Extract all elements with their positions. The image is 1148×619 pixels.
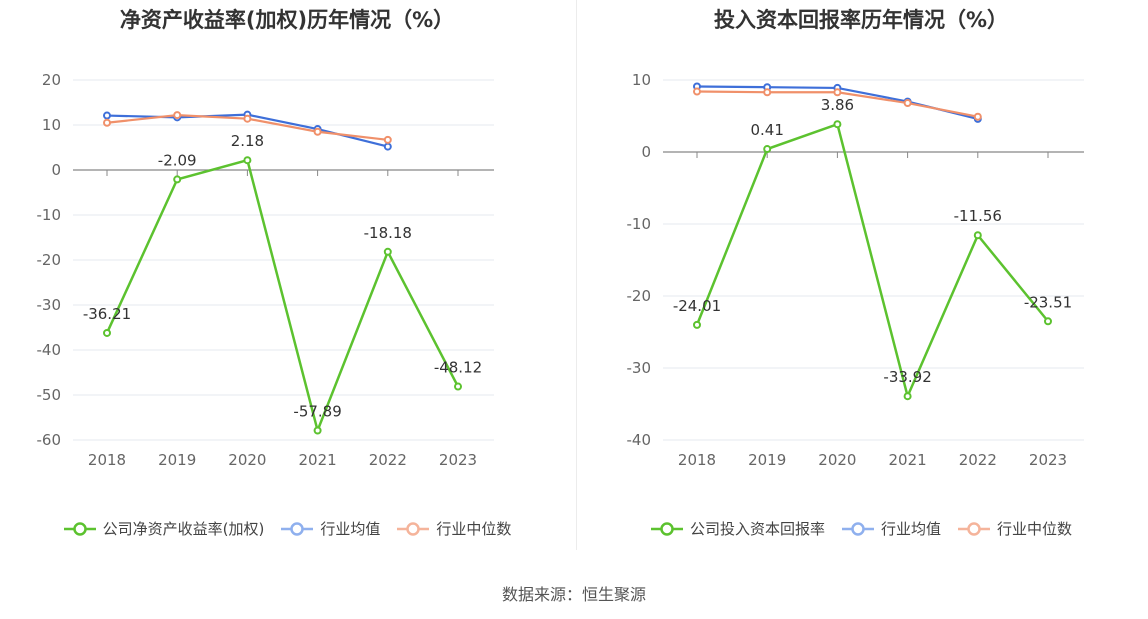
data-label: 0.41 [750,121,783,139]
data-point-median[interactable] [313,127,322,136]
data-label: -48.12 [434,359,482,377]
y-tick-label: 20 [42,71,61,89]
data-label: -11.56 [954,207,1002,225]
legend-item-average[interactable]: 行业均值 [841,518,941,539]
data-point-company[interactable] [383,247,392,256]
legend-label: 行业均值 [320,520,381,538]
y-tick-label: -10 [37,206,62,224]
roe-line-chart: 20 10 0 -10 -20 -30 -40 -50 -60 2018 2019 2020 2021 2… [37,71,494,469]
data-point-company[interactable] [454,382,462,391]
data-point-average[interactable] [383,142,392,151]
x-tick-label: 2019 [158,451,196,469]
legend-line-marker-icon [650,521,683,536]
legend-line-marker-icon [281,521,314,536]
data-point-median[interactable] [763,88,772,97]
legend-label: 行业中位数 [436,520,512,538]
y-tick-label: 10 [632,71,651,89]
data-source: 数据来源：恒生聚源 [501,585,646,604]
legend-line-marker-icon [63,521,96,536]
data-point-company[interactable] [903,392,912,401]
data-point-median[interactable] [103,118,111,127]
x-tick-label: 2021 [299,451,337,469]
legend: 公司净资产收益率(加权) 行业均值 行业中位数 [0,518,574,539]
data-point-company[interactable] [833,120,842,129]
y-tick-label: -60 [37,431,62,449]
x-tick-label: 2020 [818,451,856,469]
data-label: -33.92 [883,368,931,386]
data-point-median[interactable] [903,99,912,108]
legend-line-marker-icon [397,521,430,536]
series-line-company [695,122,1049,401]
legend-item-average[interactable]: 行业均值 [280,518,380,539]
data-point-company[interactable] [313,426,322,435]
data-label: 3.86 [821,96,854,114]
y-tick-label: -10 [627,215,652,233]
x-tick-label: 2019 [748,451,786,469]
y-tick-label: -30 [37,296,62,314]
data-label: -57.89 [293,403,341,421]
y-tick-label: 0 [641,143,651,161]
data-point-company[interactable] [173,175,182,184]
legend-label: 行业中位数 [997,520,1073,538]
data-point-median[interactable] [243,114,252,123]
x-tick-label: 2023 [439,451,477,469]
legend-item-company[interactable]: 公司净资产收益率(加权) [63,518,265,539]
legend-item-median[interactable]: 行业中位数 [396,518,511,539]
y-tick-label: -20 [37,251,62,269]
legend-line-marker-icon [841,521,874,536]
data-point-median[interactable] [973,112,982,121]
chart-title: 净资产收益率(加权)历年情况（%） [119,8,455,32]
y-tick-label: -30 [627,359,652,377]
data-point-company[interactable] [243,156,252,165]
legend-label: 公司投入资本回报率 [689,520,825,538]
x-tick-label: 2018 [88,451,126,469]
data-point-company[interactable] [763,145,772,154]
x-tick-label: 2021 [889,451,927,469]
x-tick-label: 2018 [678,451,716,469]
legend-label: 公司净资产收益率(加权) [102,520,265,538]
series-line-company [105,158,460,435]
y-tick-label: -40 [627,431,652,449]
data-point-company[interactable] [1044,317,1052,326]
data-label: -23.51 [1024,293,1072,311]
legend-item-median[interactable]: 行业中位数 [957,518,1072,539]
data-label: -2.09 [158,151,197,169]
panel-divider [576,0,577,550]
y-tick-label: -20 [627,287,652,305]
data-point-company[interactable] [103,328,111,337]
legend-line-marker-icon [958,521,990,536]
y-tick-label: 0 [51,161,61,179]
y-tick-label: -40 [37,341,62,359]
x-tick-label: 2022 [369,451,407,469]
data-label: 2.18 [231,132,264,150]
data-label: -24.01 [673,297,721,315]
x-tick-label: 2022 [959,451,997,469]
data-point-average[interactable] [103,111,111,120]
data-point-company[interactable] [693,320,701,329]
legend: 公司投入资本回报率 行业均值 行业中位数 [574,518,1148,539]
data-point-median[interactable] [833,88,842,97]
x-tick-label: 2023 [1029,451,1067,469]
data-point-median[interactable] [693,87,701,96]
y-tick-label: -50 [37,386,62,404]
chart-title: 投入资本回报率历年情况（%） [713,8,1009,32]
legend-label: 行业均值 [880,520,941,538]
data-point-median[interactable] [173,111,182,120]
data-label: -18.18 [364,224,412,242]
roe-chart-panel: 净资产收益率(加权)历年情况（%） 20 10 0 -10 -20 -30 -40 -50 -6… [0,0,574,560]
roic-line-chart: 10 0 -10 -20 -30 -40 2018 2019 2020 2021 2022 2023 -… [627,71,1084,469]
data-label: -36.21 [83,305,131,323]
data-point-company[interactable] [973,231,982,240]
x-tick-label: 2020 [228,451,266,469]
roic-chart-panel: 投入资本回报率历年情况（%） 10 0 -10 -20 -30 -40 2018 2019 20… [574,0,1148,560]
legend-item-company[interactable]: 公司投入资本回报率 [650,518,825,539]
y-tick-label: 10 [42,116,61,134]
data-point-median[interactable] [383,135,392,144]
